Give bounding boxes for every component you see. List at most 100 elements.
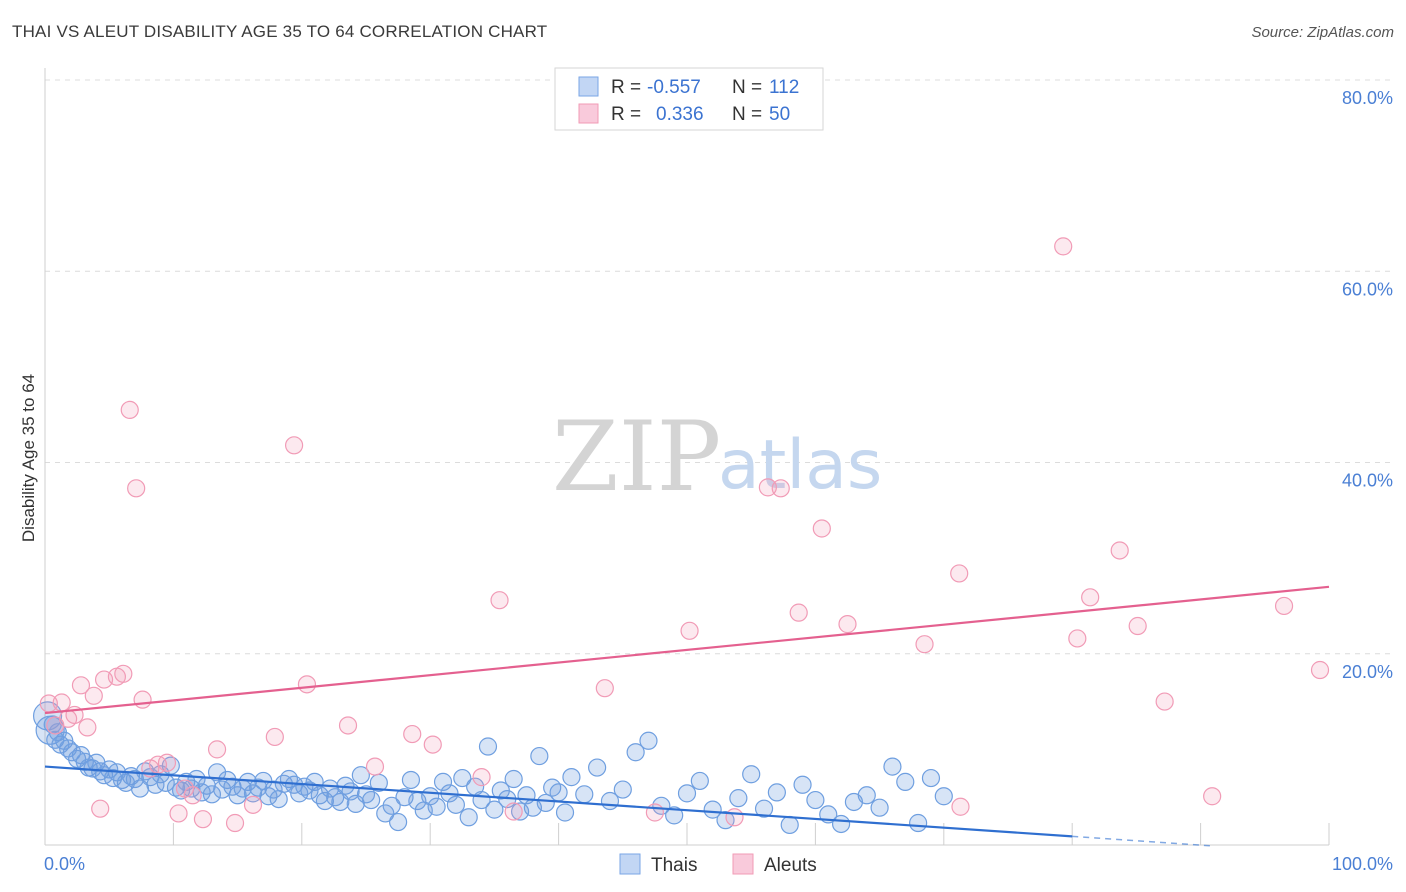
thais-point: [562, 768, 581, 787]
aleuts-point: [1054, 237, 1073, 256]
y-tick-label-1: 40.0%: [1342, 471, 1393, 491]
x-tick-label-0: 0.0%: [44, 854, 85, 874]
aleuts-point: [789, 603, 808, 622]
thais-point: [382, 796, 401, 815]
aleuts-point: [338, 716, 358, 735]
aleuts-point: [812, 519, 831, 538]
aleuts-point: [838, 615, 857, 634]
legend-thais-n-value: 112: [769, 77, 799, 98]
thais-point: [870, 798, 889, 817]
aleuts-point: [225, 813, 245, 833]
aleuts-point: [504, 802, 523, 821]
thais-point: [780, 815, 799, 835]
thais-point: [742, 765, 761, 784]
legend-thais-r-value: -0.557: [647, 77, 701, 98]
thais-point: [320, 779, 340, 798]
thais-point: [767, 783, 786, 802]
aleuts-point: [1081, 588, 1100, 607]
legend-aleuts-n-label: N =: [732, 104, 762, 125]
aleuts-point: [1068, 629, 1087, 648]
thais-point: [310, 786, 329, 805]
bottom-legend-thais-swatch: [619, 853, 641, 875]
aleuts-point: [207, 740, 227, 759]
aleuts-point: [403, 724, 422, 744]
thais-point: [652, 796, 671, 815]
thais-point: [300, 781, 319, 800]
aleuts-point: [284, 436, 304, 455]
thais-point: [530, 746, 549, 766]
thais-point: [575, 785, 594, 804]
aleuts-point: [183, 786, 202, 805]
aleuts-point: [265, 727, 284, 747]
thais-point: [453, 768, 472, 788]
aleuts-point: [114, 664, 133, 683]
trend-lines: [44, 585, 1330, 847]
grid: [45, 79, 1392, 655]
legend-thais-n-label: N =: [732, 77, 762, 98]
series-aleuts: [39, 237, 1330, 833]
thais-point: [401, 770, 421, 790]
thais-point: [446, 795, 465, 814]
aleuts-point: [725, 808, 744, 827]
aleuts-point: [1155, 692, 1174, 711]
thais-point: [433, 772, 453, 791]
bottom-legend-aleuts-label: Aleuts: [764, 855, 817, 876]
x-tick-label-1: 100.0%: [1332, 854, 1393, 874]
aleuts-point: [91, 799, 110, 818]
source-label: Source: ZipAtlas.com: [1251, 24, 1394, 41]
bottom-legend-aleuts-swatch: [732, 853, 754, 875]
aleuts-point: [680, 621, 699, 640]
aleuts-point: [127, 479, 146, 498]
thais-point: [478, 737, 498, 756]
thais-point: [362, 790, 381, 810]
thais-point: [613, 780, 632, 799]
aleuts-point: [950, 564, 969, 583]
thais-point: [626, 743, 645, 762]
y-axis-label: Disability Age 35 to 64: [19, 374, 38, 542]
thais-point: [588, 758, 607, 777]
thais-point: [639, 731, 658, 750]
thais-point: [130, 779, 150, 798]
thais-point: [125, 769, 144, 789]
thais-point: [485, 800, 504, 819]
aleuts-point: [595, 679, 614, 698]
aleuts-point: [243, 795, 263, 814]
legend-aleuts-swatch: [578, 103, 599, 124]
aleuts-point: [169, 804, 188, 823]
aleuts-point: [490, 591, 509, 610]
thais-point: [665, 806, 684, 825]
thais-point: [703, 800, 722, 819]
legend-aleuts-n-value: 50: [769, 104, 790, 125]
legend-thais-r-label: R =: [611, 77, 641, 98]
aleuts-point: [1274, 596, 1294, 616]
aleuts-trend-line: [44, 585, 1330, 715]
thais-point: [690, 771, 709, 791]
thais-point: [896, 772, 915, 791]
aleuts-point: [1203, 787, 1222, 806]
y-tick-label-0: 20.0%: [1342, 662, 1393, 682]
thais-point: [504, 769, 523, 789]
thais-point: [269, 789, 288, 809]
aleuts-point: [157, 753, 177, 772]
aleuts-point: [1110, 541, 1129, 560]
aleuts-point: [84, 686, 103, 705]
aleuts-point: [297, 675, 317, 694]
watermark: ZIP atlas: [552, 401, 882, 513]
aleuts-point: [52, 693, 71, 712]
axes: [44, 68, 1330, 846]
thais-point: [677, 784, 697, 803]
y-tick-label-2: 60.0%: [1342, 279, 1393, 299]
aleuts-point: [175, 779, 195, 798]
aleuts-point: [423, 735, 442, 754]
legend-box: [554, 67, 824, 131]
thais-point: [182, 779, 201, 798]
thais-point: [934, 787, 953, 806]
legend-thais-swatch: [578, 76, 599, 97]
thais-trend-extension: [1072, 835, 1214, 847]
thais-point: [202, 785, 222, 804]
thais-point: [857, 786, 876, 805]
aleuts-point: [120, 400, 139, 420]
thais-trend-line: [44, 765, 1073, 838]
thais-point: [207, 763, 227, 782]
legend-aleuts-r-value: 0.336: [656, 104, 704, 125]
